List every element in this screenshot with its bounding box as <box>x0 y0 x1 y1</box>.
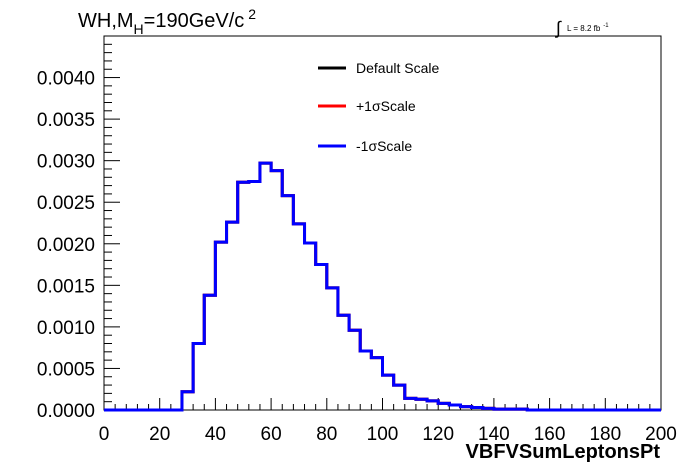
x-tick-label: 120 <box>422 424 454 445</box>
x-axis: 0 20 40 60 80 100 120 140 160 180 200 <box>99 398 677 445</box>
legend-label-plus-1sigma-scale: +1σScale <box>356 98 416 114</box>
y-tick-label: 0.0040 <box>37 69 95 90</box>
legend-label-minus-1sigma-scale: -1σScale <box>356 138 412 154</box>
series-minus-1sigma-scale <box>104 161 661 412</box>
y-tick-label: 0.0030 <box>37 152 95 173</box>
integral-symbol: ∫ <box>554 18 562 38</box>
plot-frame <box>103 35 662 411</box>
x-tick-label: 20 <box>149 424 170 445</box>
x-tick-label: 0 <box>99 424 110 445</box>
x-axis-title: VBFVSumLeptonsPt <box>466 441 661 463</box>
x-tick-label: 140 <box>478 424 510 445</box>
x-tick-label: 40 <box>205 424 226 445</box>
y-axis: 0.0000 0.0005 0.0010 0.0015 0.0020 0.0025 0.00… <box>37 35 120 422</box>
y-tick-label: 0.0005 <box>37 359 95 380</box>
y-tick-label: 0.0000 <box>37 401 95 422</box>
y-tick-label: 0.0020 <box>37 235 95 256</box>
x-tick-label: 200 <box>645 424 677 445</box>
x-tick-label: 60 <box>261 424 282 445</box>
y-tick-label: 0.0035 <box>37 110 95 131</box>
legend: Default Scale +1σScale -1σScale <box>318 60 439 154</box>
series-layer <box>104 161 661 412</box>
x-tick-label: 80 <box>316 424 337 445</box>
y-tick-label: 0.0010 <box>37 318 95 339</box>
x-tick-label: 180 <box>589 424 621 445</box>
chart-title: WH,MH=190GeV/c 2 <box>78 6 256 37</box>
luminosity-text: L = 8.2 fb -1 <box>567 23 609 33</box>
y-tick-label: 0.0015 <box>37 276 95 297</box>
legend-label-default-scale: Default Scale <box>356 60 439 76</box>
luminosity-label: ∫ L = 8.2 fb -1 <box>554 18 609 38</box>
y-tick-label: 0.0025 <box>37 193 95 214</box>
x-tick-label: 100 <box>367 424 399 445</box>
x-tick-label: 160 <box>534 424 566 445</box>
